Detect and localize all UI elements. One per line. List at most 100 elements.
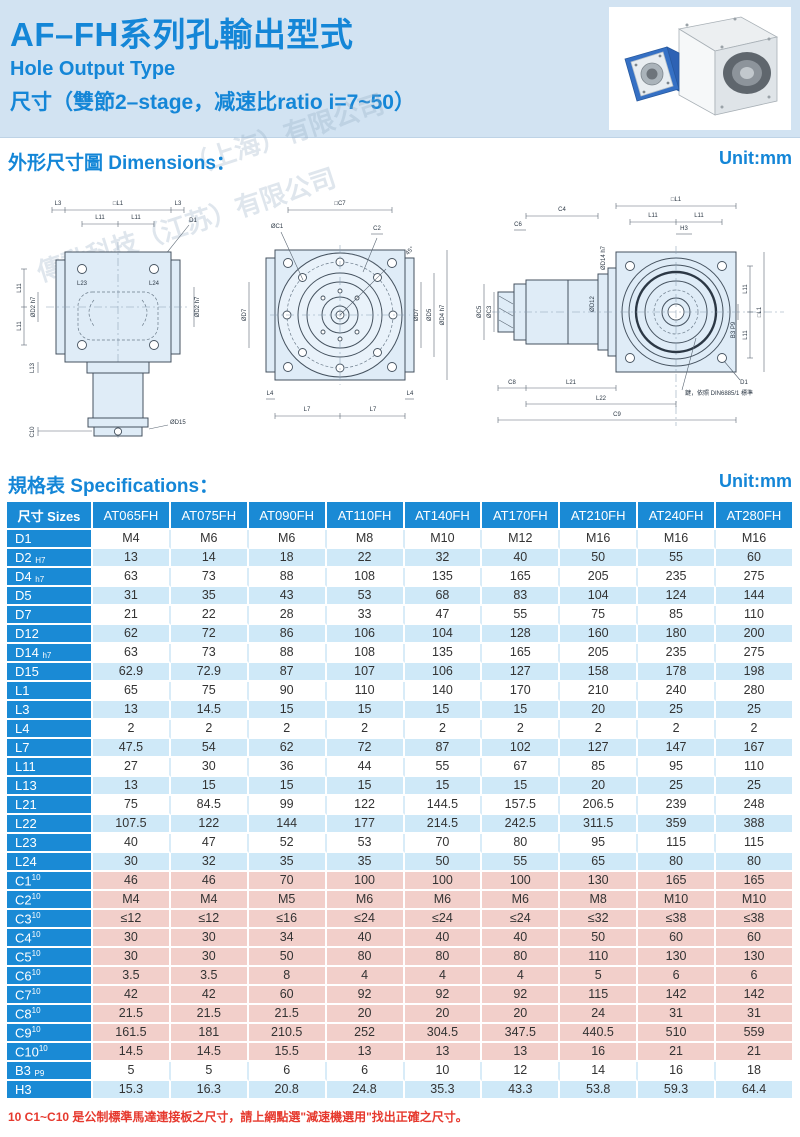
spec-cell: 47 [170, 834, 249, 853]
row-label-text: L22 [15, 816, 37, 831]
spec-cell: 4 [482, 967, 561, 986]
spec-cell: 2 [93, 720, 171, 739]
row-label-text: C4 [15, 930, 32, 946]
spec-cell: 92 [404, 986, 483, 1005]
spec-cell: 15 [404, 777, 483, 796]
spec-cell: 15.5 [248, 1043, 327, 1062]
spec-cell: 140 [404, 682, 483, 701]
row-label: D7 [7, 606, 93, 625]
row-label-text: L24 [15, 854, 37, 869]
spec-cell: 304.5 [404, 1024, 483, 1043]
spec-cell: 80 [326, 948, 405, 967]
row-label: L3 [7, 701, 93, 720]
plan-view-body: L23 L24 [46, 242, 190, 438]
spec-row: B3 P9 5 5 6 6 10 12 14 16 18 [7, 1062, 794, 1081]
spec-cell: 135 [404, 568, 483, 587]
spec-cell: 80 [482, 834, 561, 853]
spec-row: C410 30 30 34 40 40 40 50 60 60 [7, 929, 794, 948]
spec-cell: 36 [248, 758, 327, 777]
spec-cell: 4 [326, 967, 405, 986]
spec-cell: 34 [248, 929, 327, 948]
spec-cell: 31 [93, 587, 171, 606]
row-label: L23 [7, 834, 93, 853]
row-label: L21 [7, 796, 93, 815]
spec-cell: 102 [482, 739, 561, 758]
specs-unit-label: Unit:mm [719, 471, 792, 491]
spec-cell: ≤32 [560, 910, 639, 929]
spec-cell: 167 [716, 739, 794, 758]
spec-cell: 280 [716, 682, 794, 701]
spec-cell: 30 [93, 948, 171, 967]
spec-cell: 30 [170, 758, 249, 777]
spec-cell: M16 [638, 530, 716, 549]
spec-cell: 2 [638, 720, 716, 739]
spec-cell: 40 [404, 929, 483, 948]
dimension-drawings: L3 □L1 L3 L11 L11 D1 L23 L24 [0, 192, 800, 454]
spec-cell: 95 [638, 758, 716, 777]
spec-cell: 59.3 [638, 1081, 716, 1100]
spec-cell: 20 [560, 777, 639, 796]
spec-cell: 15 [326, 777, 405, 796]
spec-cell: 80 [638, 853, 716, 872]
size-column-header: AT140FH [404, 502, 483, 530]
dim-label: L21 [566, 380, 577, 386]
spec-row: D15 62.9 72.9 87 107 106 127 158 178 198 [7, 663, 794, 682]
row-label-text: D4 [15, 569, 32, 584]
spec-cell: 50 [404, 853, 483, 872]
spec-cell: 100 [482, 872, 561, 891]
spec-cell: 62.9 [93, 663, 171, 682]
dim-label: ØC3 [487, 305, 493, 318]
spec-cell: M6 [170, 530, 249, 549]
spec-cell: 43 [248, 587, 327, 606]
dim-label: ØC5 [477, 305, 483, 318]
spec-cell: 205 [560, 568, 639, 587]
spec-row: D2 H7 13 14 18 22 32 40 50 55 60 [7, 549, 794, 568]
spec-cell: 107 [326, 663, 405, 682]
spec-cell: 104 [560, 587, 639, 606]
spec-cell: 252 [326, 1024, 405, 1043]
spec-cell: 158 [560, 663, 639, 682]
row-label: D2 H7 [7, 549, 93, 568]
spec-cell: 2 [404, 720, 483, 739]
spec-cell: 88 [248, 568, 327, 587]
spec-cell: 2 [716, 720, 794, 739]
plan-view-side-dims: L11 L11 ØD2 h7 L13 ØD2 h7 C10 ØD15 [17, 268, 201, 438]
spec-row: L24 30 32 35 35 50 55 65 80 80 [7, 853, 794, 872]
spec-cell: 84.5 [170, 796, 249, 815]
spec-cell: 210.5 [248, 1024, 327, 1043]
row-label: C810 [7, 1005, 93, 1024]
spec-cell: 20 [482, 1005, 561, 1024]
spec-cell: 80 [716, 853, 794, 872]
spec-cell: 70 [404, 834, 483, 853]
spec-cell: 25 [638, 701, 716, 720]
dim-label: ØC1 [271, 224, 284, 230]
specs-table-body: D1 M4 M6 M6 M8 M10 M12 M16 M16 M16 D2 H7 13 14 18 22 32… [7, 530, 794, 1100]
spec-cell: 180 [638, 625, 716, 644]
row-label: L24 [7, 853, 93, 872]
spec-row: C910 161.5 181 210.5 252 304.5 347.5 440.5 510 55… [7, 1024, 794, 1043]
dim-label: H3 [680, 226, 688, 232]
spec-cell: 67 [482, 758, 561, 777]
spec-cell: 47 [404, 606, 483, 625]
spec-cell: 240 [638, 682, 716, 701]
spec-cell: 147 [638, 739, 716, 758]
spec-cell: 73 [170, 568, 249, 587]
spec-row: L7 47.5 54 62 72 87 102 127 147 167 [7, 739, 794, 758]
dim-label: L11 [17, 321, 23, 331]
spec-cell: 177 [326, 815, 405, 834]
dim-label: 45° [405, 246, 416, 257]
spec-cell: 130 [560, 872, 639, 891]
product-image [609, 7, 791, 130]
spec-cell: 24 [560, 1005, 639, 1024]
spec-cell: 88 [248, 644, 327, 663]
spec-cell: M16 [560, 530, 639, 549]
spec-row: L23 40 47 52 53 70 80 95 115 115 [7, 834, 794, 853]
spec-cell: ≤38 [716, 910, 794, 929]
row-label-text: C8 [15, 1006, 32, 1022]
dim-label: L11 [95, 215, 105, 221]
spec-cell: 92 [326, 986, 405, 1005]
spec-cell: 144 [716, 587, 794, 606]
spec-cell: 80 [404, 948, 483, 967]
spec-cell: 72 [170, 625, 249, 644]
spec-cell: 108 [326, 568, 405, 587]
